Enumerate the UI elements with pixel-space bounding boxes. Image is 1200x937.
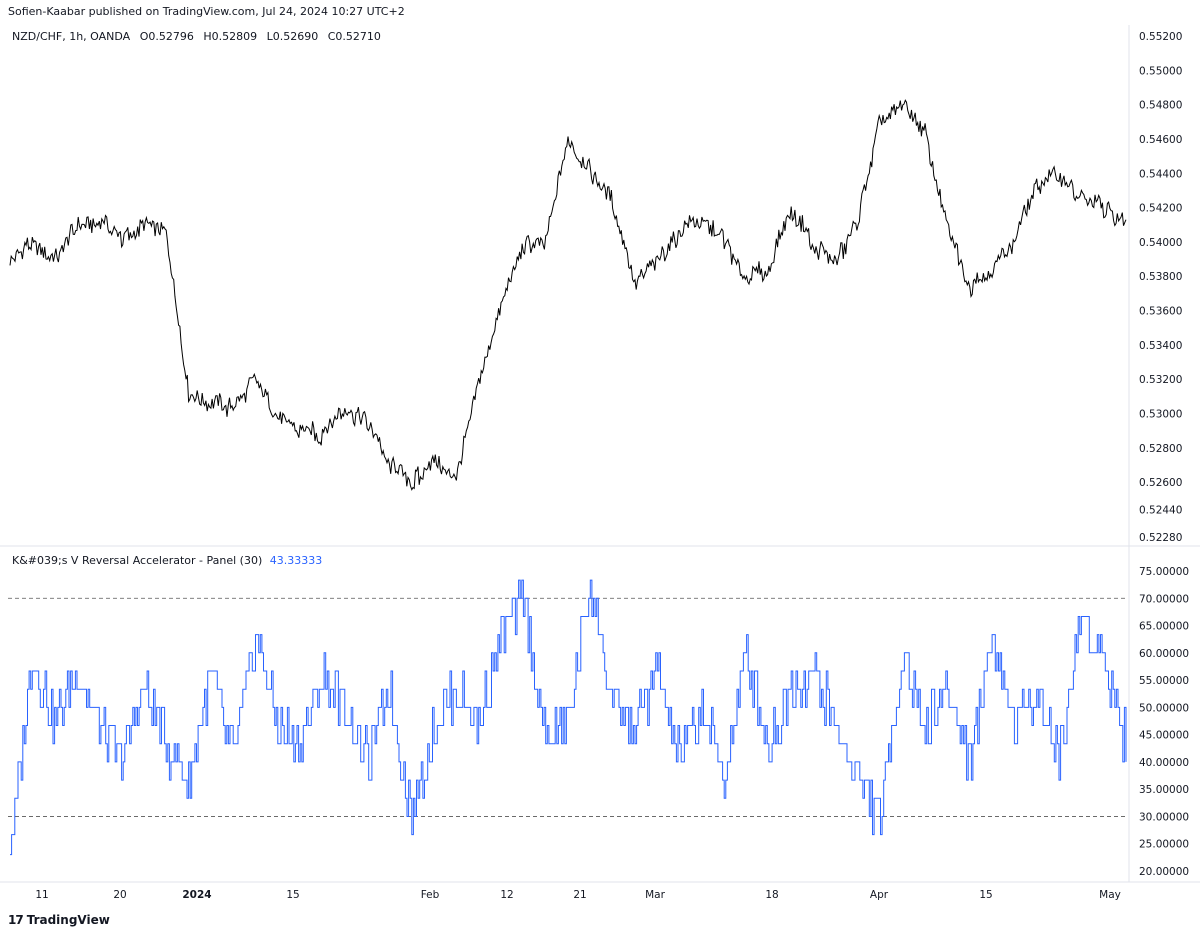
price-tick-label: 0.54200 [1139, 203, 1182, 215]
indicator-tick-label: 40.00000 [1139, 757, 1189, 769]
time-tick-label: 20 [113, 889, 126, 901]
time-tick-label: 12 [500, 889, 513, 901]
price-tick-label: 0.54400 [1139, 168, 1182, 180]
price-tick-label: 0.53200 [1139, 374, 1182, 386]
price-tick-label: 0.53600 [1139, 306, 1182, 318]
indicator-title[interactable]: K&#039;s V Reversal Accelerator - Panel … [12, 554, 263, 567]
ohlc-low: L0.52690 [266, 30, 319, 43]
time-tick-label: 21 [573, 889, 586, 901]
price-tick-label: 0.54800 [1139, 100, 1182, 112]
time-tick-label: Apr [870, 889, 889, 901]
time-tick-label: 11 [35, 889, 48, 901]
price-tick-label: 0.53800 [1139, 271, 1182, 283]
symbol-title[interactable]: NZD/CHF, 1h, OANDA [12, 30, 131, 43]
time-axis[interactable]: 11 20 2024 15 Feb 12 21 Mar 18 Apr 15 May [35, 889, 1121, 901]
price-tick-label: 0.54000 [1139, 237, 1182, 249]
tradingview-brand[interactable]: 17 TradingView [8, 913, 110, 927]
time-tick-label: May [1099, 889, 1121, 901]
indicator-tick-label: 55.00000 [1139, 675, 1189, 687]
price-tick-label: 0.55200 [1139, 31, 1182, 43]
indicator-tick-label: 65.00000 [1139, 621, 1189, 633]
time-tick-label: Feb [421, 889, 440, 901]
ohlc-open: O0.52796 [139, 30, 194, 43]
tradingview-logo-icon: 17 [8, 913, 24, 927]
indicator-axis[interactable]: 75.00000 70.00000 65.00000 60.00000 55.00000… [1139, 566, 1189, 878]
indicator-series-line [10, 579, 1127, 856]
time-tick-label: 18 [765, 889, 778, 901]
time-tick-label: 2024 [182, 889, 211, 901]
indicator-legend: K&#039;s V Reversal Accelerator - Panel … [12, 554, 322, 567]
price-axis[interactable]: 0.55200 0.55000 0.54800 0.54600 0.54400 0.542… [1139, 31, 1182, 544]
time-tick-label: 15 [286, 889, 299, 901]
price-pane[interactable] [9, 99, 1127, 491]
indicator-tick-label: 50.00000 [1139, 702, 1189, 714]
ohlc-high: H0.52809 [203, 30, 258, 43]
time-tick-label: Mar [645, 889, 665, 901]
publisher-header: Sofien-Kaabar published on TradingView.c… [8, 5, 405, 18]
price-tick-label: 0.53400 [1139, 340, 1182, 352]
indicator-tick-label: 20.00000 [1139, 866, 1189, 878]
price-series-line [9, 99, 1127, 491]
price-tick-label: 0.54600 [1139, 134, 1182, 146]
price-legend: NZD/CHF, 1h, OANDA O0.52796 H0.52809 L0.… [12, 30, 381, 43]
price-tick-label: 0.53000 [1139, 408, 1182, 420]
price-tick-label: 0.55000 [1139, 65, 1182, 77]
indicator-tick-label: 25.00000 [1139, 839, 1189, 851]
indicator-tick-label: 75.00000 [1139, 566, 1189, 578]
indicator-tick-label: 60.00000 [1139, 648, 1189, 660]
price-tick-label: 0.52280 [1139, 532, 1182, 544]
price-tick-label: 0.52800 [1139, 443, 1182, 455]
time-tick-label: 15 [979, 889, 992, 901]
indicator-pane[interactable] [8, 579, 1128, 856]
ohlc-close: C0.52710 [327, 30, 381, 43]
price-tick-label: 0.52600 [1139, 477, 1182, 489]
indicator-last-value: 43.33333 [269, 554, 323, 567]
indicator-tick-label: 70.00000 [1139, 593, 1189, 605]
indicator-tick-label: 35.00000 [1139, 784, 1189, 796]
brand-name: TradingView [26, 913, 110, 927]
price-tick-label: 0.52440 [1139, 505, 1182, 517]
indicator-tick-label: 30.00000 [1139, 811, 1189, 823]
indicator-tick-label: 45.00000 [1139, 730, 1189, 742]
